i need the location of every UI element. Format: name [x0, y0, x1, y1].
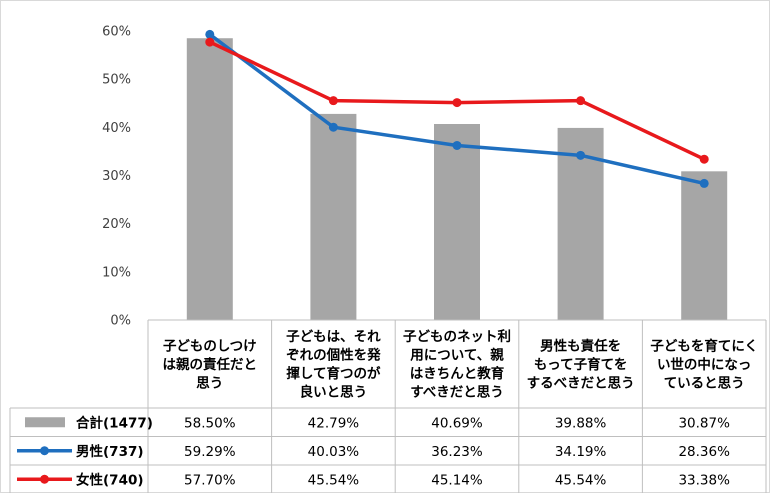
bar-series	[186, 38, 728, 321]
bar	[310, 113, 357, 320]
legend-label: 男性(737)	[76, 443, 144, 460]
table-cell-value: 28.36%	[678, 444, 730, 460]
table-cell-value: 57.70%	[184, 472, 236, 488]
y-tick-label: 20%	[102, 217, 131, 232]
table-cell-value: 45.54%	[308, 472, 360, 488]
category-label: 子どもは、それぞれの個性を発揮して育つのが良いと思う	[286, 329, 381, 401]
table-cell-value: 39.88%	[555, 415, 607, 431]
table-cell-value: 58.50%	[184, 415, 236, 431]
legend-marker	[40, 446, 49, 456]
category-label: 男性も責任をもって子育てをするべきだと思う	[527, 337, 635, 391]
table-cell-value: 33.38%	[678, 472, 730, 488]
y-tick-label: 40%	[102, 121, 131, 136]
series-point	[328, 122, 338, 132]
table-cell-value: 59.29%	[184, 444, 236, 460]
series-point	[328, 96, 338, 106]
table-cell-value: 34.19%	[555, 444, 607, 460]
legend-label: 女性(740)	[76, 471, 144, 488]
y-tick-label: 10%	[102, 265, 131, 280]
y-tick-label: 50%	[102, 73, 131, 88]
legend-bar-key	[25, 417, 65, 428]
y-axis: 0% 10% 20% 30% 40% 50% 60%	[102, 25, 131, 329]
bar	[681, 171, 728, 320]
series-point	[452, 98, 462, 108]
series-point	[576, 96, 586, 106]
data-table: 子どものしつけは親の責任だと思う子どもは、それぞれの個性を発揮して育つのが良いと…	[9, 319, 767, 493]
table-cell-value: 45.54%	[555, 472, 607, 488]
legend-label: 合計(1477)	[76, 414, 153, 431]
table-cell-value: 40.69%	[431, 415, 483, 431]
line-series	[205, 29, 709, 188]
series-point	[205, 29, 215, 39]
series-point	[205, 37, 215, 47]
series-point	[699, 154, 709, 164]
table-cell-value: 36.23%	[431, 444, 483, 460]
category-label: 子どものしつけは親の責任だと思う	[163, 338, 258, 391]
y-tick-label: 30%	[102, 169, 131, 184]
series-point	[699, 178, 709, 188]
legend-marker	[40, 474, 49, 484]
series-point	[576, 150, 586, 160]
y-tick-label: 60%	[102, 25, 131, 40]
table-cell-value: 30.87%	[678, 415, 730, 431]
table-cell-value: 40.03%	[308, 444, 360, 460]
table-cell-value: 45.14%	[431, 472, 483, 488]
bar	[186, 38, 233, 320]
bar	[434, 124, 480, 321]
category-label: 子どものネット利用について、親はきちんと教育すべきだと思う	[403, 328, 511, 401]
category-label: 子どもを育てにくい世の中になっていると思う	[650, 337, 758, 391]
series-point	[452, 140, 462, 150]
y-tick-label: 0%	[110, 314, 131, 329]
table-cell-value: 42.79%	[308, 415, 360, 431]
